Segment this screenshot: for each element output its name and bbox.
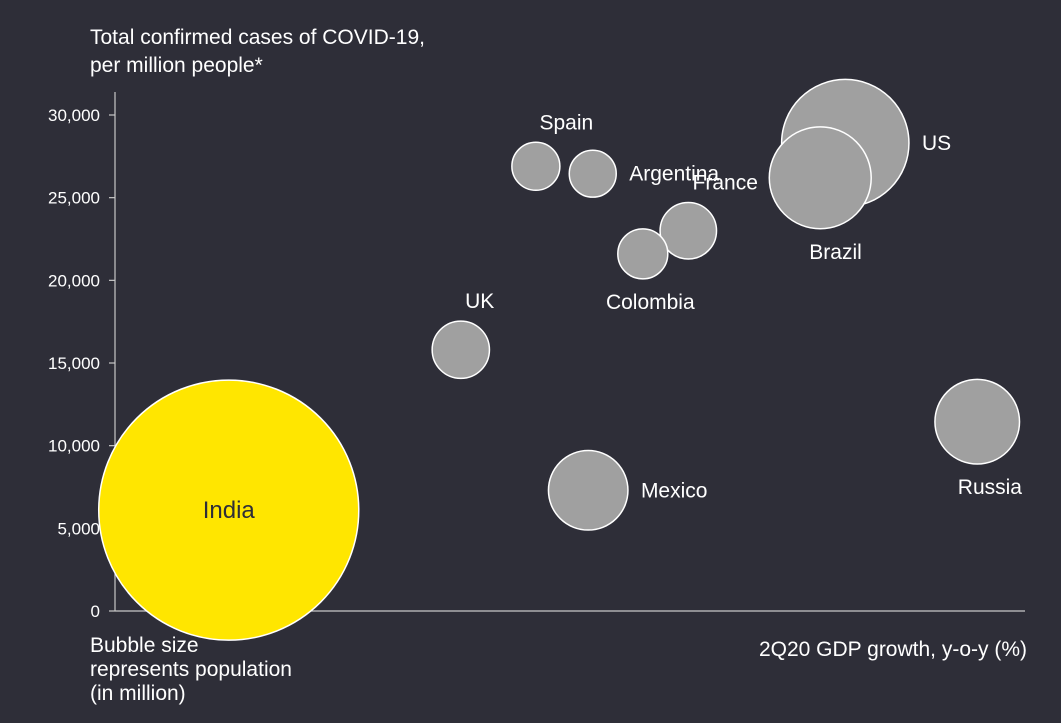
bubble-size-note: Bubble size represents population (in mi… (90, 634, 390, 706)
y-axis-title: Total confirmed cases of COVID-19, per m… (90, 24, 510, 80)
y-tick-label: 0 (91, 602, 100, 621)
y-axis-title-line1: Total confirmed cases of COVID-19, (90, 26, 425, 49)
bubble-spain (511, 141, 561, 191)
bubble-brazil (768, 126, 872, 230)
bubble-uk (431, 320, 491, 380)
bubble-label-argentina: Argentina (629, 163, 719, 186)
bubble-label-russia: Russia (958, 476, 1023, 499)
bubble-india (97, 379, 360, 641)
bubble-mexico (547, 449, 629, 531)
bubble-colombia (617, 228, 669, 280)
bubble-label-brazil: Brazil (809, 241, 862, 264)
bubble-label-mexico: Mexico (641, 479, 708, 502)
bubble-russia (934, 378, 1021, 465)
bubble-label-colombia: Colombia (606, 291, 695, 314)
y-tick-label: 20,000 (48, 271, 100, 290)
bubble-label-india: India (203, 497, 256, 524)
y-axis-title-line2: per million people* (90, 54, 263, 77)
bubble-size-note-line2: represents population (90, 658, 292, 681)
bubble-label-spain: Spain (539, 111, 593, 134)
bubble-argentina (568, 149, 617, 198)
y-tick-label: 30,000 (48, 106, 100, 125)
y-tick-label: 25,000 (48, 189, 100, 208)
bubble-size-note-line3: (in million) (90, 682, 186, 705)
y-tick-label: 10,000 (48, 437, 100, 456)
x-axis-title: 2Q20 GDP growth, y-o-y (%) (758, 638, 1027, 661)
y-tick-label: 15,000 (48, 354, 100, 373)
bubble-france (659, 201, 718, 260)
bubble-label-us: US (922, 132, 951, 155)
bubble-size-note-line1: Bubble size (90, 634, 199, 657)
bubble-label-uk: UK (465, 290, 494, 313)
bubble-label-france: France (693, 172, 758, 195)
y-tick-label: 5,000 (57, 519, 100, 538)
